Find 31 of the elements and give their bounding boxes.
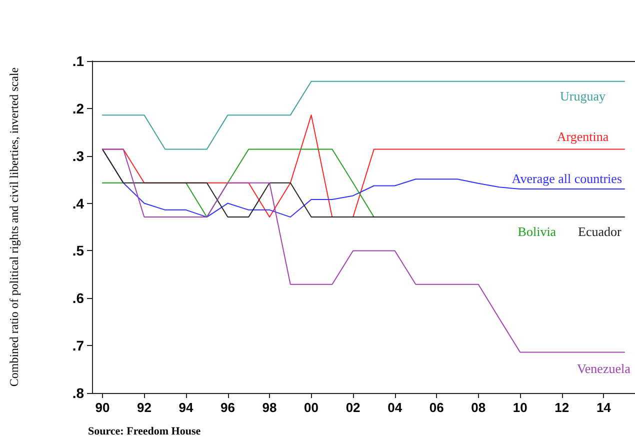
y-axis-title: Combined ratio of political rights and civil liberties, inverted scale (7, 67, 21, 387)
x-tick-label: 12 (554, 400, 570, 415)
x-tick-label: 96 (220, 400, 235, 415)
series-label: Average all countries (512, 171, 622, 186)
y-tick-label: .3 (72, 148, 84, 164)
x-tick-label: 98 (262, 400, 277, 415)
y-tick-label: .4 (72, 195, 84, 212)
y-tick-label: .5 (72, 242, 84, 259)
y-tick-label: .8 (72, 385, 84, 401)
y-tick-label: .2 (72, 100, 84, 116)
line-series (102, 148, 626, 353)
source-note: Source: Freedom House (88, 426, 201, 438)
x-tick-label: 04 (388, 400, 403, 415)
series-label: Argentina (556, 129, 609, 144)
series-label: Uruguay (560, 88, 606, 104)
x-tick-label: 94 (178, 400, 194, 415)
y-tick-label: .7 (72, 338, 84, 354)
x-tick-label: 02 (346, 400, 360, 415)
x-tick-label: 06 (429, 400, 444, 415)
series-label: Ecuador (578, 224, 622, 240)
text: Bolivia (518, 224, 556, 240)
y-tick-label: .1 (72, 53, 84, 69)
x-tick-label: 08 (471, 400, 486, 415)
line-series (102, 148, 626, 218)
x-tick-label: 00 (304, 400, 319, 415)
x-tick-label: 92 (136, 400, 152, 415)
x-tick-label: 90 (95, 400, 110, 415)
y-tick-label: .6 (72, 290, 84, 306)
series-label: Venezuela (576, 361, 631, 376)
x-tick-label: 14 (596, 400, 612, 415)
x-tick-label: 10 (512, 400, 528, 415)
